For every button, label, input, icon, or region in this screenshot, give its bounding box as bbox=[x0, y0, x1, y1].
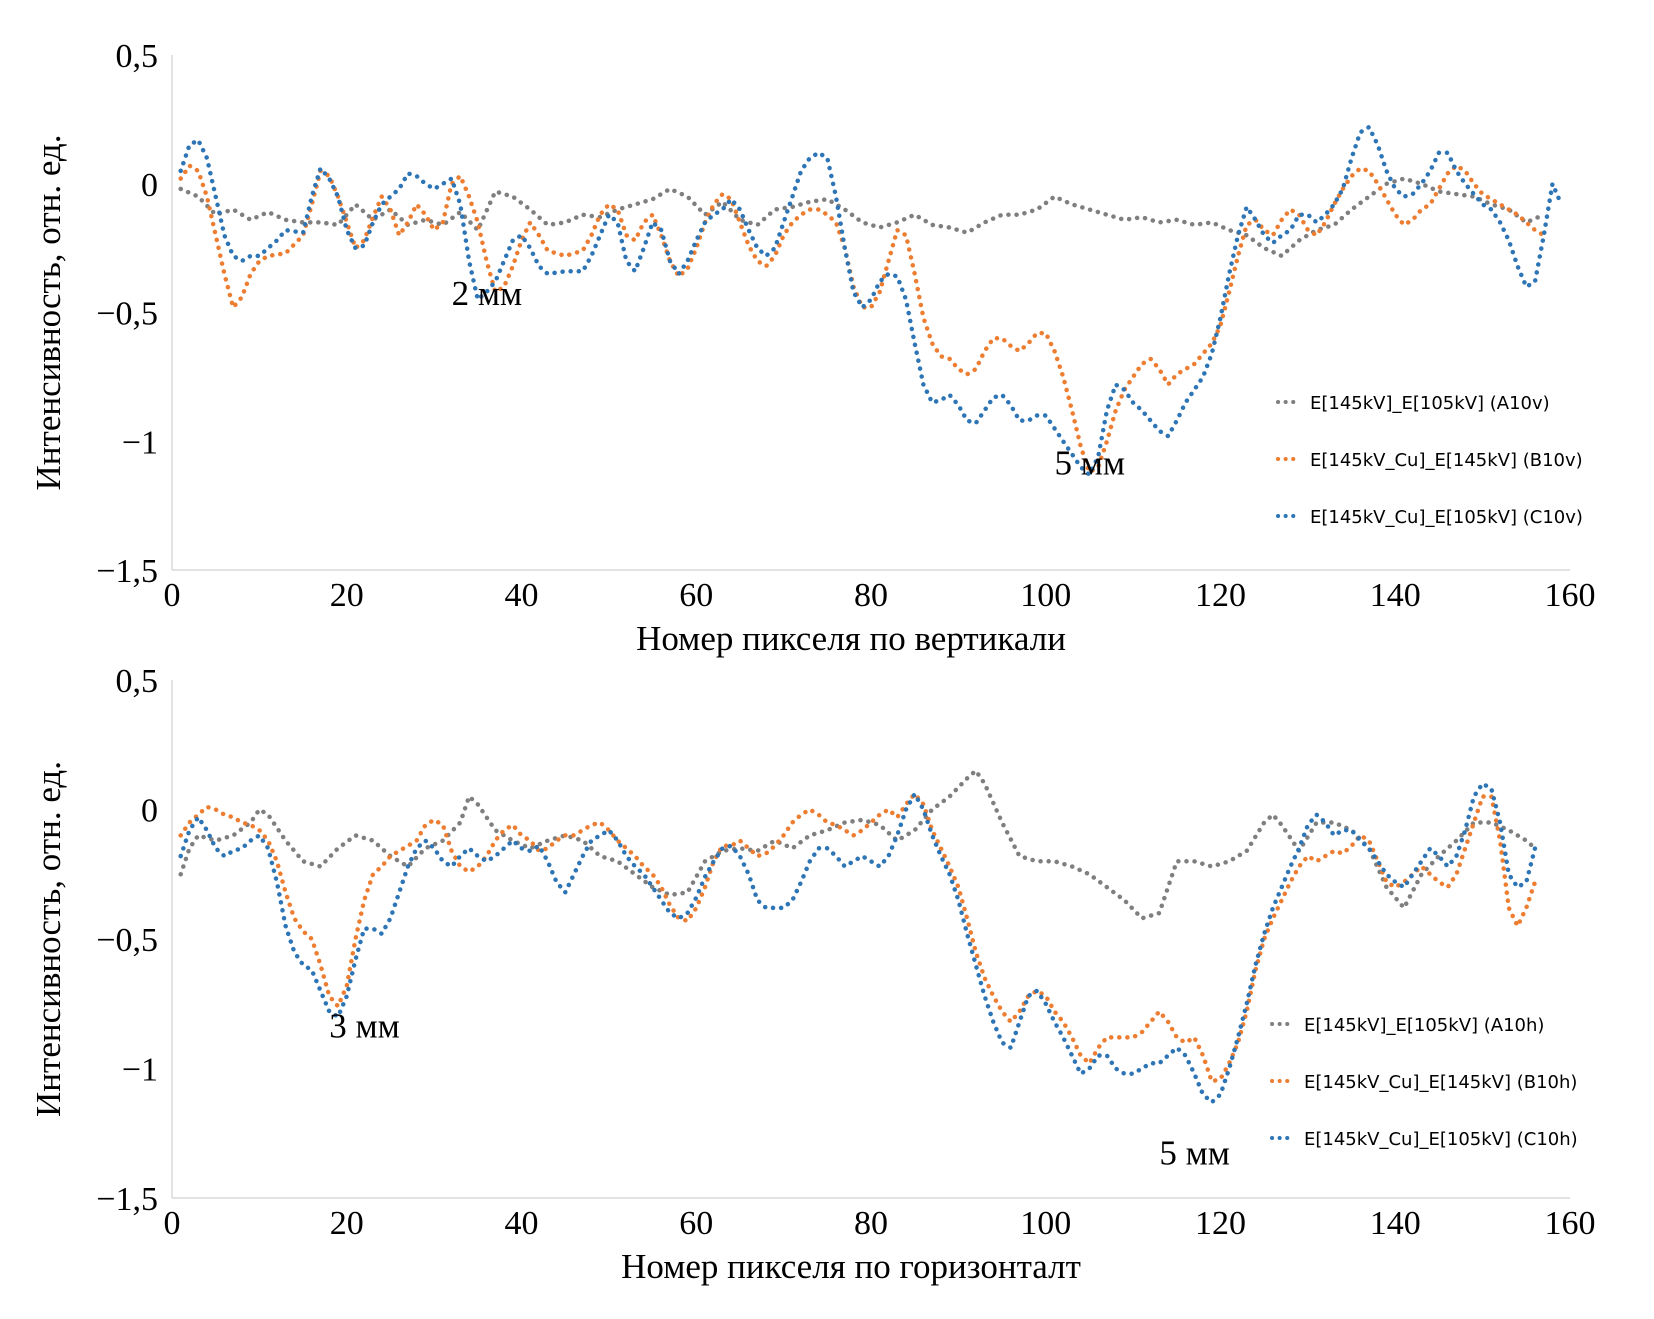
y-tick-label: −0,5 bbox=[96, 922, 158, 959]
x-tick-label: 40 bbox=[505, 1205, 539, 1242]
y-axis-title: Интенсивность, отн. ед. bbox=[29, 761, 68, 1117]
y-tick-label: 0 bbox=[141, 167, 158, 204]
x-tick-label: 0 bbox=[164, 1205, 181, 1242]
series-line-1 bbox=[178, 768, 1538, 921]
series-line-2 bbox=[178, 163, 1547, 475]
x-tick-label: 100 bbox=[1020, 1205, 1071, 1242]
annotation-label: 2 мм bbox=[452, 274, 523, 313]
y-tick-label: 0 bbox=[141, 793, 158, 830]
annotation-label: 5 мм bbox=[1054, 444, 1125, 483]
series-line-1 bbox=[178, 176, 1547, 259]
x-tick-label: 140 bbox=[1370, 577, 1421, 614]
legend-label-2: E[145kV_Cu]_E[145kV] (B10v) bbox=[1310, 450, 1583, 471]
y-axis-title: Интенсивность, отн. ед. bbox=[29, 135, 68, 491]
y-tick-label: 0,5 bbox=[116, 38, 159, 75]
x-tick-label: 60 bbox=[679, 1205, 713, 1242]
chart-2: 0 20 40 60 80 100 120 140 160 0,5 0 −0,5 −1 −1,5 Номер… bbox=[29, 663, 1596, 1286]
legend-label-1: E[145kV]_E[105kV] (A10v) bbox=[1310, 393, 1550, 414]
series-line-3 bbox=[178, 781, 1538, 1105]
chart-1: 0 20 40 60 80 100 120 140 160 0,5 0 −0,5 −1 −1,5 Номер… bbox=[29, 38, 1596, 658]
y-tick-label: −1 bbox=[122, 424, 158, 461]
x-tick-label: 80 bbox=[854, 577, 888, 614]
x-axis-title: Номер пикселя по горизонталт bbox=[621, 1247, 1081, 1286]
y-tick-label: −1,5 bbox=[96, 1181, 158, 1218]
y-tick-label: −1 bbox=[122, 1052, 158, 1089]
series-line-3 bbox=[178, 124, 1564, 477]
x-tick-label: 120 bbox=[1195, 577, 1246, 614]
x-tick-label: 120 bbox=[1195, 1205, 1246, 1242]
legend-label-2: E[145kV_Cu]_E[145kV] (B10h) bbox=[1304, 1072, 1577, 1093]
x-tick-label: 140 bbox=[1370, 1205, 1421, 1242]
x-tick-label: 20 bbox=[330, 1205, 364, 1242]
x-tick-label: 20 bbox=[330, 577, 364, 614]
x-axis-title: Номер пикселя по вертикали bbox=[636, 619, 1066, 658]
annotation-label: 5 мм bbox=[1159, 1133, 1230, 1172]
x-tick-label: 80 bbox=[854, 1205, 888, 1242]
y-tick-label: 0,5 bbox=[116, 663, 159, 700]
x-tick-label: 160 bbox=[1545, 1205, 1596, 1242]
y-tick-label: −1,5 bbox=[96, 553, 158, 590]
annotation-label: 3 мм bbox=[329, 1006, 400, 1045]
x-tick-label: 60 bbox=[679, 577, 713, 614]
legend-label-3: E[145kV_Cu]_E[105kV] (C10h) bbox=[1304, 1129, 1578, 1150]
x-tick-label: 100 bbox=[1020, 577, 1071, 614]
x-tick-label: 160 bbox=[1545, 577, 1596, 614]
x-tick-label: 40 bbox=[505, 577, 539, 614]
legend-label-3: E[145kV_Cu]_E[105kV] (C10v) bbox=[1310, 507, 1583, 528]
legend-label-1: E[145kV]_E[105kV] (A10h) bbox=[1304, 1015, 1544, 1036]
x-tick-label: 0 bbox=[164, 577, 181, 614]
y-tick-label: −0,5 bbox=[96, 296, 158, 333]
